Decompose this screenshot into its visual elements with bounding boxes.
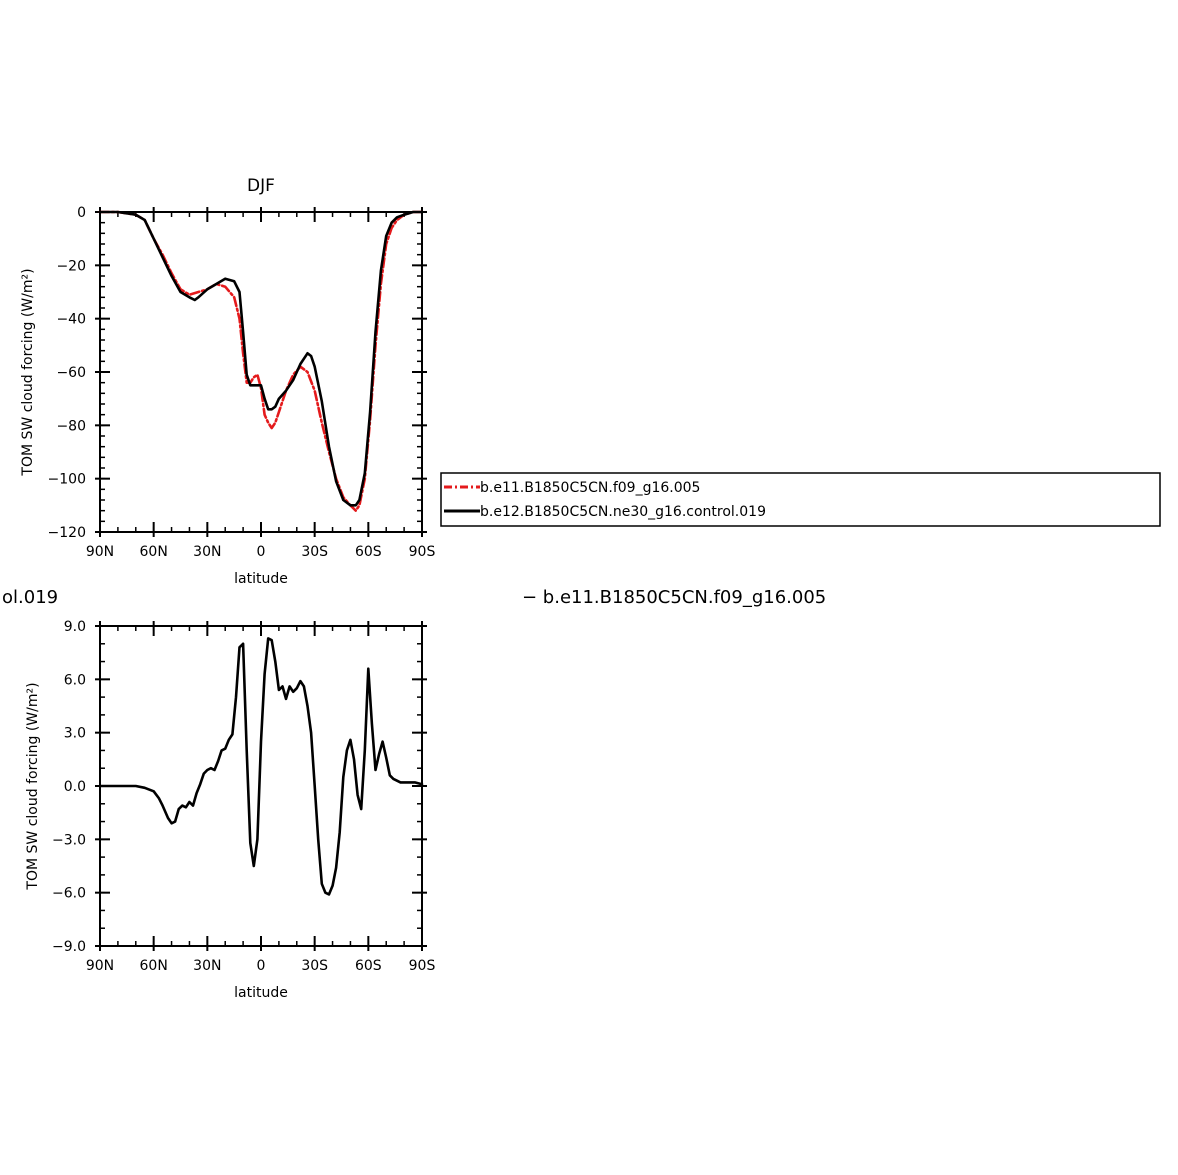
- panel-2-x-tick-label: 30N: [193, 958, 221, 974]
- panel-1-x-tick-label: 90N: [86, 544, 114, 560]
- panel-1-y-tick-label: −80: [56, 418, 86, 434]
- panel-2-x-tick-label: 30S: [301, 958, 328, 974]
- difference-header-left: ol.019: [2, 587, 58, 608]
- panel-2-y-axis-label: TOM SW cloud forcing (W/m²): [25, 682, 41, 890]
- legend-box: [440, 472, 1161, 527]
- panel-2-x-tick-label: 0: [257, 958, 266, 974]
- panel-2-y-tick-label: 0.0: [64, 779, 86, 795]
- panel-2-difference: TOM SW cloud forcing (W/m²) latitude 90N…: [25, 619, 435, 1001]
- panel-1-y-tick-label: −120: [48, 525, 86, 541]
- panel-1-y-tick-label: −100: [48, 472, 86, 488]
- panel-2-y-tick-label: 6.0: [64, 672, 86, 688]
- panel-1-y-tick-label: 0: [77, 205, 86, 221]
- panel-2-x-axis-label: latitude: [234, 985, 288, 1001]
- panel-1-plot-frame: [99, 211, 423, 533]
- panel-1-djf-cloud-forcing: DJF TOM SW cloud forcing (W/m²) latitude…: [20, 176, 435, 587]
- panel-2-x-tick-label: 90N: [86, 958, 114, 974]
- panel-2-y-tick-label: 9.0: [64, 619, 86, 635]
- legend-label-model-b: b.e12.B1850C5CN.ne30_g16.control.019: [480, 504, 766, 520]
- panel-2-x-tick-label: 60N: [140, 958, 168, 974]
- panel-2-x-tick-label: 90S: [409, 958, 436, 974]
- panel-2-series-line-0: [98, 637, 424, 896]
- panel-2-y-tick-label: −6.0: [52, 886, 86, 902]
- panel-1-title: DJF: [247, 176, 275, 196]
- panel-1-x-tick-label: 60S: [355, 544, 382, 560]
- legend-label-model-a: b.e11.B1850C5CN.f09_g16.005: [480, 480, 700, 496]
- panel-2-x-tick-label: 60S: [355, 958, 382, 974]
- panel-1-y-axis-label: TOM SW cloud forcing (W/m²): [20, 268, 36, 476]
- panel-1-x-tick-label: 30N: [193, 544, 221, 560]
- panel-2-y-tick-label: −9.0: [52, 939, 86, 955]
- panel-2-plot-frame: [99, 625, 423, 947]
- panel-2-y-tick-label: −3.0: [52, 832, 86, 848]
- difference-header-right: − b.e11.B1850C5CN.f09_g16.005: [522, 587, 826, 608]
- panel-2-y-tick-label: 3.0: [64, 726, 86, 742]
- panel-1-y-tick-label: −20: [56, 258, 86, 274]
- panel-1-y-tick-label: −40: [56, 312, 86, 328]
- panel-1-y-tick-label: −60: [56, 365, 86, 381]
- panel-1-x-tick-label: 90S: [409, 544, 436, 560]
- panel-1-x-tick-label: 30S: [301, 544, 328, 560]
- legend: b.e11.B1850C5CN.f09_g16.005 b.e12.B1850C…: [440, 472, 1161, 527]
- panel-1-series-line-1: [98, 210, 424, 507]
- panel-1-x-tick-label: 60N: [140, 544, 168, 560]
- panel-1-x-axis-label: latitude: [234, 571, 288, 587]
- panel-2-series: [98, 637, 424, 896]
- panel-1-ticks: 90N 60N 30N 0 30S 60S 90S 0 −20 −40 −60 −80 −100 −120: [48, 205, 436, 560]
- panel-1-series: [98, 210, 424, 513]
- panel-1-x-tick-label: 0: [257, 544, 266, 560]
